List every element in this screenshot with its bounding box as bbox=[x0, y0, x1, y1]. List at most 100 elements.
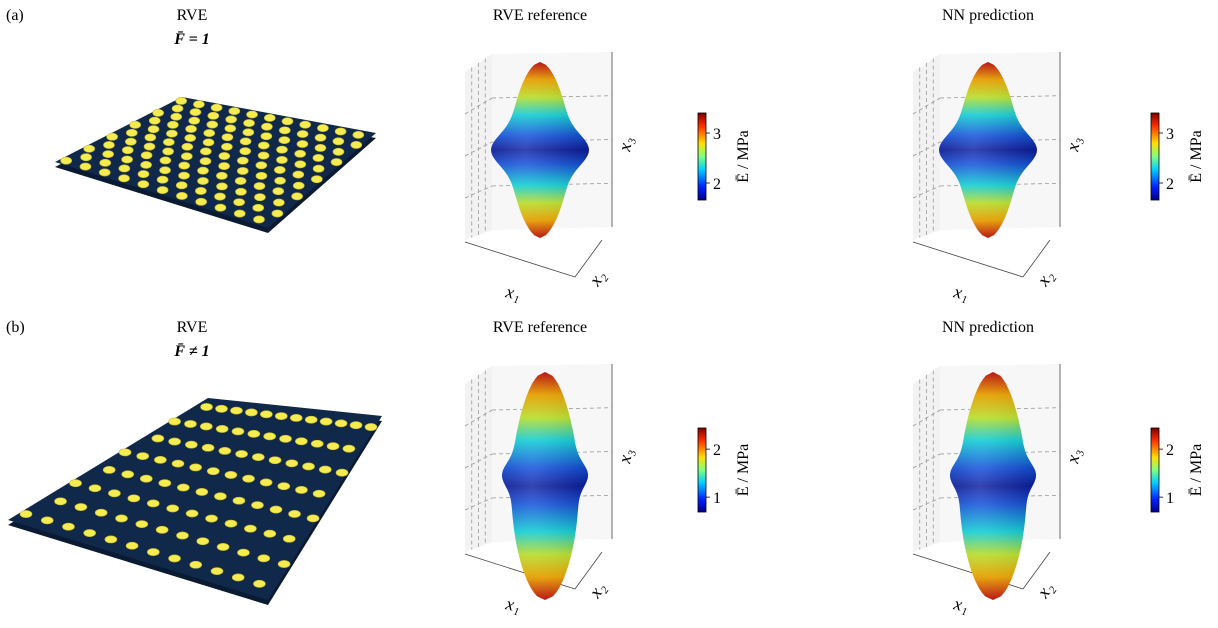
inclusion bbox=[184, 420, 196, 427]
inclusion bbox=[279, 127, 290, 134]
inclusion bbox=[216, 172, 227, 179]
inclusion bbox=[269, 457, 281, 464]
inclusion bbox=[293, 171, 304, 178]
inclusion bbox=[219, 447, 231, 454]
inclusion bbox=[225, 125, 236, 132]
inclusion bbox=[256, 172, 267, 179]
inclusion bbox=[211, 568, 223, 575]
inclusion bbox=[219, 152, 230, 159]
inclusion bbox=[198, 167, 209, 174]
inclusion bbox=[278, 560, 290, 567]
inclusion bbox=[317, 124, 328, 131]
inclusion bbox=[157, 176, 168, 183]
inclusion bbox=[289, 510, 301, 517]
colorbar bbox=[1151, 428, 1159, 512]
inclusion bbox=[176, 192, 187, 199]
inclusion bbox=[264, 530, 276, 537]
inclusion bbox=[103, 466, 115, 473]
inclusion bbox=[235, 177, 246, 184]
inclusion bbox=[159, 480, 171, 487]
inclusion bbox=[172, 105, 183, 112]
inclusion bbox=[144, 143, 155, 150]
inclusion bbox=[122, 471, 134, 478]
inclusion bbox=[169, 418, 181, 425]
panel-title: NN prediction bbox=[942, 7, 1034, 24]
colorbar-tick-label: 3 bbox=[713, 126, 721, 143]
inclusion bbox=[313, 154, 324, 161]
inclusion bbox=[171, 113, 182, 120]
inclusion bbox=[80, 163, 91, 170]
axis-label-x3: x₃ bbox=[614, 447, 636, 465]
inclusion bbox=[258, 152, 269, 159]
inclusion bbox=[350, 422, 362, 429]
inclusion bbox=[237, 167, 248, 174]
inclusion bbox=[293, 182, 304, 189]
inclusion bbox=[167, 505, 179, 512]
inclusion bbox=[216, 183, 227, 190]
inclusion bbox=[200, 158, 211, 165]
inclusion bbox=[20, 510, 32, 517]
inclusion bbox=[179, 162, 190, 169]
inclusion bbox=[185, 441, 197, 448]
inclusion bbox=[295, 438, 307, 445]
inclusion bbox=[119, 175, 130, 182]
inclusion bbox=[273, 188, 284, 195]
inclusion bbox=[251, 502, 263, 509]
inclusion bbox=[204, 129, 215, 136]
inclusion bbox=[116, 515, 128, 522]
axis-label-x3: x₃ bbox=[1062, 447, 1084, 465]
inclusion bbox=[274, 166, 285, 173]
axis-label-x1: x₁ bbox=[503, 593, 522, 616]
inclusion bbox=[137, 453, 149, 460]
inclusion bbox=[351, 141, 362, 148]
inclusion bbox=[282, 118, 293, 125]
inclusion bbox=[176, 532, 188, 539]
inclusion bbox=[61, 157, 72, 164]
inclusion bbox=[99, 169, 110, 176]
inclusion bbox=[276, 156, 287, 163]
inclusion bbox=[343, 445, 355, 452]
inclusion bbox=[186, 125, 197, 132]
inclusion bbox=[315, 144, 326, 151]
inclusion bbox=[62, 523, 74, 530]
panel-label: (b) bbox=[6, 319, 25, 336]
inclusion bbox=[169, 438, 181, 445]
axis-label-x3: x₃ bbox=[614, 135, 636, 153]
inclusion bbox=[138, 181, 149, 188]
inclusion bbox=[119, 449, 131, 456]
inclusion bbox=[290, 414, 302, 421]
inclusion bbox=[232, 574, 244, 581]
inclusion bbox=[105, 536, 117, 543]
inclusion bbox=[193, 101, 204, 108]
rve-condition: F̄ ≠ 1 bbox=[173, 342, 209, 360]
rve-title: RVE bbox=[177, 7, 208, 24]
inclusion bbox=[313, 490, 325, 497]
inclusion bbox=[95, 509, 107, 516]
colorbar-label: Ē / MPa bbox=[735, 130, 752, 182]
inclusion bbox=[335, 420, 347, 427]
inclusion bbox=[163, 139, 174, 146]
inclusion bbox=[221, 143, 232, 150]
inclusion bbox=[100, 159, 111, 166]
colorbar-tick-label: 2 bbox=[713, 442, 721, 459]
inclusion bbox=[258, 555, 270, 562]
inclusion bbox=[219, 162, 230, 169]
inclusion bbox=[230, 407, 242, 414]
colorbar bbox=[698, 428, 706, 512]
inclusion bbox=[200, 423, 212, 430]
axis-line bbox=[913, 242, 1023, 277]
rve-title: RVE bbox=[177, 319, 208, 336]
inclusion bbox=[70, 480, 82, 487]
inclusion bbox=[200, 148, 211, 155]
inclusion bbox=[203, 139, 214, 146]
inclusion bbox=[84, 529, 96, 536]
inclusion bbox=[217, 543, 229, 550]
inclusion bbox=[307, 515, 319, 522]
inclusion bbox=[261, 133, 272, 140]
inclusion bbox=[261, 123, 272, 130]
inclusion bbox=[292, 193, 303, 200]
inclusion bbox=[214, 193, 225, 200]
inclusion bbox=[225, 520, 237, 527]
inclusion bbox=[295, 150, 306, 157]
inclusion bbox=[128, 495, 140, 502]
